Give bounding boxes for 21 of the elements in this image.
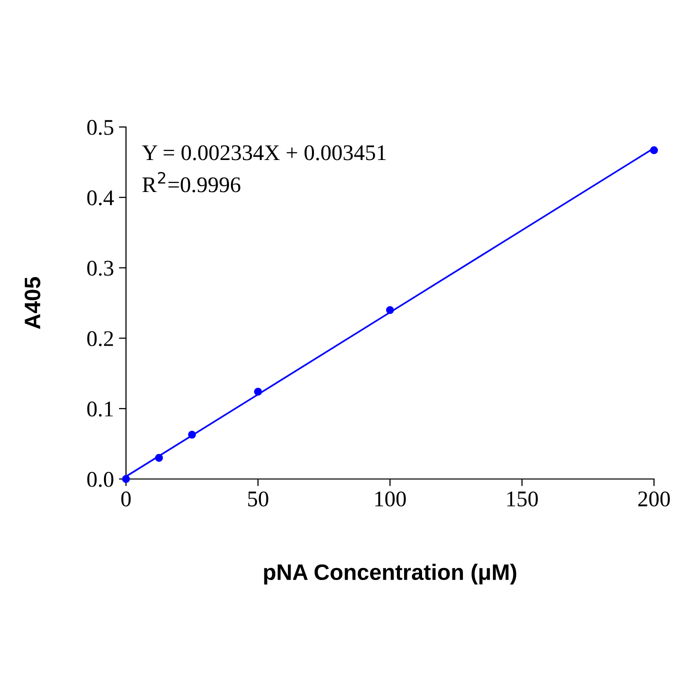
y-tick-label: 0.5	[87, 120, 114, 136]
point	[386, 306, 394, 314]
point	[254, 388, 262, 396]
x-tick-label: 150	[507, 491, 538, 506]
x-axis-title: pNA Concentration (μM)	[264, 564, 516, 584]
x-tick-label: 100	[375, 491, 406, 506]
point	[122, 475, 130, 483]
y-axis-title: A405	[24, 277, 40, 330]
x-tick-label: 0	[121, 491, 131, 506]
annotation: Y = 0.002334X + 0.003451	[142, 145, 386, 160]
y-tick-label: 0.2	[87, 331, 113, 346]
x-tick-label: 200	[638, 491, 670, 506]
y-tick-label: 0.3	[87, 260, 114, 276]
point	[188, 430, 196, 439]
annotation: R$^{2}$=0.9996	[142, 172, 240, 192]
y-tick-label: 0.0	[87, 472, 114, 488]
x-tick-label: 50	[248, 491, 268, 506]
point	[650, 146, 658, 154]
y-tick-label: 0.1	[87, 402, 113, 417]
point	[155, 454, 163, 462]
y-tick-label: 0.4	[87, 190, 114, 206]
